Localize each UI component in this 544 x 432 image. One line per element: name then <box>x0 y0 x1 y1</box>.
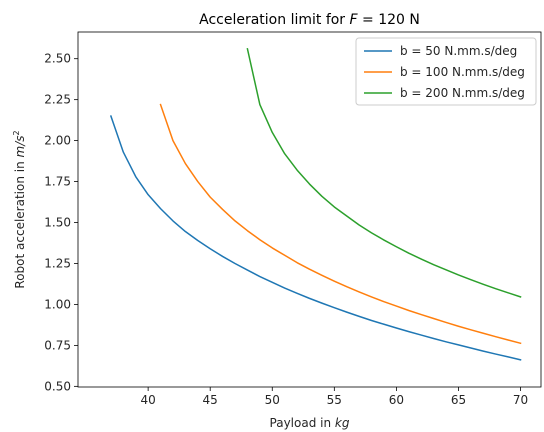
series-layer <box>109 47 522 361</box>
y-axis-label: Robot acceleration in m/s2 <box>12 130 27 288</box>
series-line <box>246 47 522 298</box>
legend-label: b = 50 N.mm.s/deg <box>400 44 517 58</box>
series-line <box>109 115 522 361</box>
chart-title-part: Acceleration limit for <box>199 12 349 28</box>
x-axis-label: Payload in kg <box>270 416 350 430</box>
legend-label: b = 100 N.mm.s/deg <box>400 65 525 79</box>
y-tick-label: 0.50 <box>44 379 71 393</box>
x-tick-label: 45 <box>203 393 218 407</box>
x-axis-label-part: Payload in <box>270 416 335 430</box>
chart-title-part: F <box>350 12 359 28</box>
y-tick-label: 1.50 <box>44 216 71 230</box>
y-tick-label: 2.50 <box>44 52 71 66</box>
y-tick-label: 2.00 <box>44 134 71 148</box>
x-axis-label-part: kg <box>335 416 350 430</box>
legend-frame <box>355 37 537 106</box>
x-tick-label: 50 <box>265 393 280 407</box>
x-tick-label: 55 <box>327 393 342 407</box>
axes-frame <box>77 31 542 388</box>
chart-title-part: = 120 N <box>358 12 420 28</box>
x-tick-label: 70 <box>513 393 528 407</box>
y-tick-label: 1.25 <box>44 256 71 270</box>
legend-label: b = 200 N.mm.s/deg <box>400 86 525 100</box>
y-axis-label-part: m/s <box>13 136 27 158</box>
series-line <box>159 103 522 345</box>
y-tick-label: 1.75 <box>44 175 71 189</box>
y-tick-label: 1.00 <box>44 297 71 311</box>
chart-title: Acceleration limit for F = 120 N <box>199 12 420 28</box>
x-tick-label: 65 <box>451 393 466 407</box>
y-axis-label-part: Robot acceleration in <box>13 157 27 288</box>
x-tick-label: 60 <box>389 393 404 407</box>
y-axis-label-part: 2 <box>12 130 21 135</box>
x-axis: 40 45 50 55 60 65 70 <box>140 387 528 407</box>
y-axis: 0.50 0.75 1.00 1.25 1.50 1.75 2.00 2.25 2.50 <box>44 52 78 393</box>
x-tick-label: 40 <box>140 393 155 407</box>
legend: b = 50 N.mm.s/deg b = 100 N.mm.s/deg b = 2… <box>355 37 537 106</box>
y-tick-label: 0.75 <box>44 338 71 352</box>
y-tick-label: 2.25 <box>44 93 71 107</box>
